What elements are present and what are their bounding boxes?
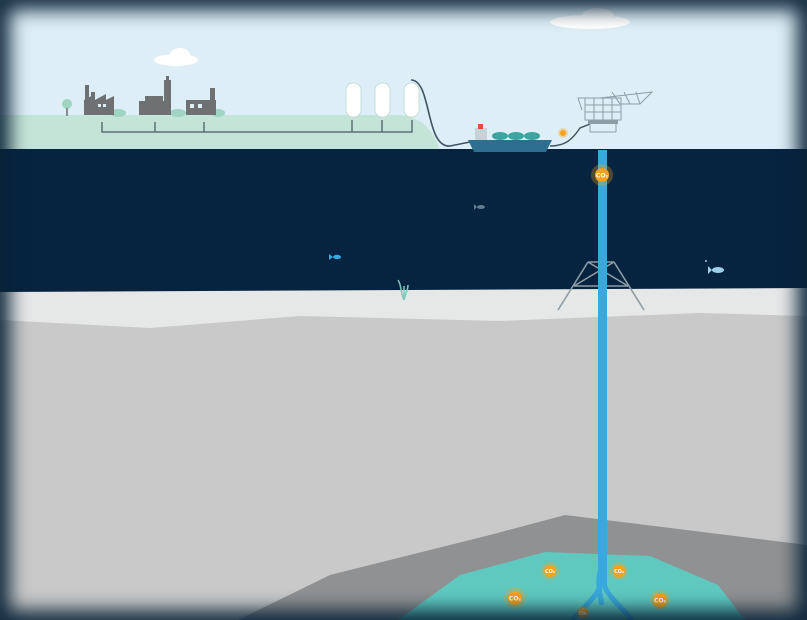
platform-icon	[577, 91, 654, 133]
reservoir-co2-marker: CO₂	[576, 606, 590, 620]
co2-label: CO₂	[509, 596, 522, 603]
transfer-hose	[549, 123, 591, 147]
loading-hose	[410, 79, 471, 147]
collection-pipeline	[101, 120, 413, 133]
co2-label: CO₂	[654, 598, 667, 605]
cloud-icon	[550, 8, 630, 29]
reservoir-co2-marker: CO₂	[650, 590, 670, 610]
fish-icon	[474, 204, 485, 210]
co2-label: CO₂	[545, 569, 555, 575]
storage-tank-icon	[345, 82, 420, 118]
factory-icon	[139, 76, 171, 115]
injection-pipe	[598, 150, 607, 585]
factory-icon	[84, 85, 114, 115]
fish-icon	[329, 254, 341, 260]
cloud-icon	[154, 48, 198, 66]
injection-branches	[570, 564, 634, 620]
reservoir-co2-marker: CO₂	[541, 562, 559, 580]
wellhead-co2-marker: CO₂	[591, 164, 613, 186]
ship-icon	[468, 124, 552, 152]
seaweed-icon	[397, 279, 409, 301]
fish-icon	[705, 260, 724, 274]
factory-icon	[186, 88, 216, 115]
co2-label: CO₂	[579, 611, 587, 616]
co2-label: CO₂	[596, 173, 609, 180]
sea	[0, 149, 807, 299]
co2-label: CO₂	[614, 569, 624, 575]
buoy-icon	[558, 128, 568, 138]
reservoir-co2-marker: CO₂	[504, 587, 526, 609]
reservoir-co2-marker: CO₂	[610, 562, 628, 580]
